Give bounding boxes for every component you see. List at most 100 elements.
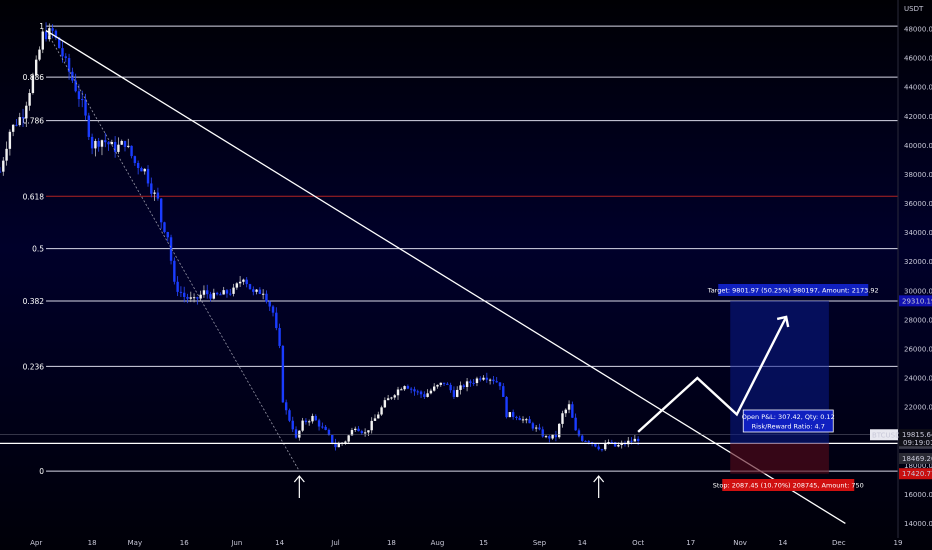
- y-tick-label: 26000.00: [904, 345, 932, 353]
- candle-body: [472, 382, 475, 384]
- candle-body: [84, 99, 87, 116]
- candle-body: [31, 75, 35, 93]
- candle-body: [334, 442, 337, 448]
- candle-body: [475, 378, 479, 384]
- candle-body: [515, 416, 518, 418]
- candle-body: [571, 404, 574, 418]
- y-tick-label: 30000.00: [904, 287, 932, 295]
- x-tick-label: Oct: [632, 539, 644, 547]
- candle-body: [377, 414, 380, 419]
- candle-body: [189, 297, 192, 299]
- x-tick-label: 18: [387, 539, 396, 547]
- candle-body: [551, 434, 554, 439]
- candle-body: [196, 297, 199, 299]
- candle-body: [58, 37, 61, 49]
- candle-body: [304, 420, 308, 423]
- y-tick-label: 24000.00: [904, 375, 932, 383]
- candle-body: [41, 31, 44, 50]
- current-price-value: 19815.64: [902, 431, 932, 439]
- candle-body: [528, 419, 531, 424]
- candle-body: [564, 409, 567, 414]
- y-tick-label: 14000.00: [904, 520, 932, 528]
- drawings: Target: 9801.97 (50.25%) 980197, Amount:…: [0, 29, 898, 525]
- candle-body: [597, 446, 600, 450]
- candle-body: [636, 438, 640, 442]
- candle-body: [229, 293, 232, 295]
- candle-body: [314, 415, 317, 421]
- candle-body: [107, 142, 110, 145]
- candle-body: [159, 198, 163, 223]
- candle-body: [140, 168, 143, 172]
- candle-body: [462, 385, 466, 387]
- candle-body: [232, 287, 235, 294]
- candle-body: [511, 412, 515, 417]
- candle-body: [432, 386, 436, 391]
- candle-body: [117, 144, 120, 152]
- candle-body: [544, 436, 548, 438]
- candle-body: [541, 429, 544, 437]
- symbol-tag-bg: [870, 429, 898, 441]
- candle-body: [219, 294, 222, 296]
- fib-label-0: 1: [39, 22, 44, 31]
- candle-body: [235, 283, 239, 288]
- candle-body: [403, 386, 406, 390]
- candle-body: [584, 440, 587, 442]
- candle-body: [173, 260, 176, 282]
- candle-body: [275, 312, 278, 329]
- candle-body: [242, 279, 245, 282]
- candle-body: [400, 389, 403, 391]
- candle-body: [354, 428, 357, 431]
- candle-body: [77, 91, 81, 100]
- candle-body: [324, 426, 327, 430]
- candle-body: [291, 420, 294, 430]
- candle-body: [604, 443, 607, 450]
- candle-body: [423, 394, 426, 397]
- candle-body: [38, 49, 41, 60]
- candle-body: [383, 400, 387, 408]
- fib-label-3: 0.618: [23, 192, 45, 201]
- x-tick-label: 14: [778, 539, 787, 547]
- price-tag-bg: [899, 468, 932, 480]
- candle-body: [278, 328, 281, 346]
- candle-body: [206, 290, 209, 295]
- candle-body: [633, 438, 637, 442]
- candle-body: [567, 404, 571, 410]
- candle-body: [518, 417, 521, 421]
- candle-body: [627, 440, 630, 445]
- candle-body: [317, 420, 321, 427]
- candle-body: [442, 382, 446, 384]
- candle-body: [505, 396, 508, 418]
- x-tick-label: Aug: [431, 539, 445, 547]
- candle-body: [557, 423, 561, 438]
- projection-arrowhead: [776, 315, 790, 328]
- candle-body: [409, 388, 413, 390]
- price-tag-bg: [899, 295, 932, 307]
- candle-body: [367, 430, 370, 433]
- candle-body: [617, 444, 620, 447]
- candle-body: [449, 384, 452, 391]
- candle-body: [347, 435, 350, 442]
- x-tick-label: Apr: [30, 539, 42, 547]
- y-tick-label: 38000.00: [904, 171, 932, 179]
- candle-body: [215, 292, 219, 295]
- candle-body: [630, 440, 633, 442]
- candle-body: [54, 30, 58, 38]
- candle-body: [492, 379, 495, 382]
- candle-body: [34, 59, 38, 76]
- candle-body: [94, 140, 97, 149]
- dashed-fib-line: [45, 30, 300, 472]
- candle-body: [209, 294, 212, 299]
- candle-body: [531, 423, 535, 429]
- candle-body: [18, 117, 21, 126]
- x-tick-label: Jun: [230, 539, 242, 547]
- candle-body: [21, 117, 25, 119]
- candle-body: [255, 289, 258, 292]
- candle-body: [123, 140, 127, 147]
- x-tick-label: Jul: [330, 539, 340, 547]
- candle-body: [67, 58, 71, 72]
- candle-body: [153, 192, 156, 194]
- candle-body: [127, 145, 130, 147]
- candle-body: [81, 99, 84, 101]
